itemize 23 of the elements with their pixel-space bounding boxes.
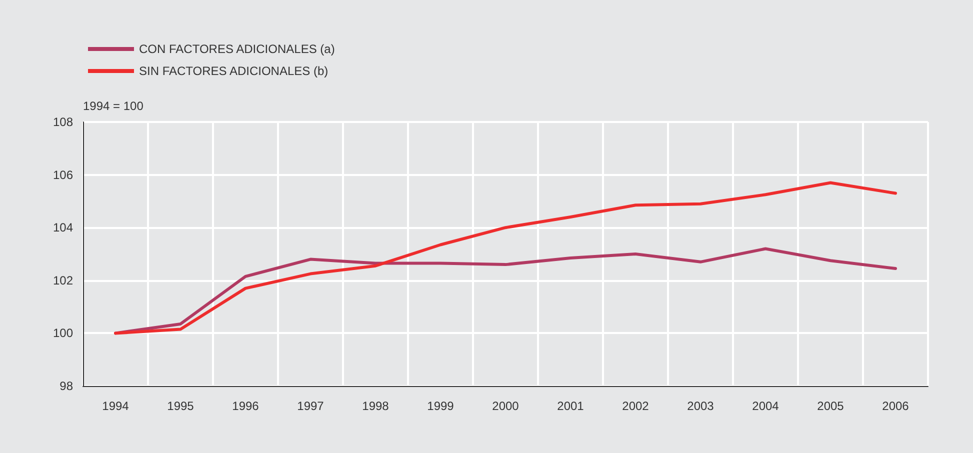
x-tick-label: 2004 (752, 399, 780, 413)
y-tick-label: 108 (52, 115, 74, 129)
x-tick-label: 2002 (622, 399, 650, 413)
legend-label: CON FACTORES ADICIONALES (a) (139, 42, 335, 56)
y-tick-label: 106 (52, 168, 74, 182)
legend-label: SIN FACTORES ADICIONALES (b) (139, 64, 328, 78)
y-axis-title: 1994 = 100 (83, 99, 144, 113)
y-tick-label: 98 (60, 379, 74, 393)
x-tick-label: 1994 (102, 399, 130, 413)
x-tick-label: 2003 (687, 399, 714, 413)
y-tick-label: 104 (52, 220, 74, 235)
x-tick-label: 2000 (492, 399, 520, 413)
x-tick-label: 1997 (297, 399, 324, 413)
x-tick-label: 1998 (362, 399, 390, 413)
y-tick-label: 102 (52, 273, 74, 288)
x-tick-label: 1995 (167, 399, 194, 413)
line-series (114, 181, 897, 335)
x-tick-label: 1996 (232, 399, 260, 413)
x-tick-label: 2005 (817, 399, 844, 413)
x-tick-label: 2006 (882, 399, 910, 413)
y-tick-label: 100 (52, 326, 74, 340)
x-tick-label: 2001 (557, 399, 584, 413)
x-tick-label: 1999 (427, 399, 454, 413)
